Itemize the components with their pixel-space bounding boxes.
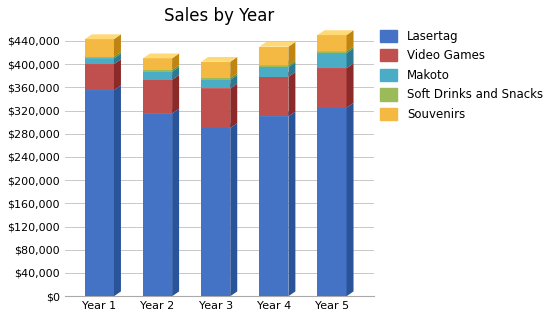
Polygon shape <box>260 112 295 116</box>
Polygon shape <box>85 52 121 57</box>
Polygon shape <box>317 291 354 296</box>
Polygon shape <box>85 34 121 39</box>
Polygon shape <box>317 103 354 107</box>
Polygon shape <box>172 53 179 70</box>
Polygon shape <box>143 109 179 114</box>
Polygon shape <box>260 60 295 65</box>
Polygon shape <box>201 75 237 80</box>
Polygon shape <box>288 60 295 67</box>
Polygon shape <box>114 59 121 90</box>
Polygon shape <box>114 52 121 58</box>
Polygon shape <box>346 48 354 68</box>
Polygon shape <box>201 62 230 78</box>
Polygon shape <box>260 67 288 77</box>
Polygon shape <box>201 78 230 80</box>
Polygon shape <box>143 114 172 296</box>
Polygon shape <box>143 291 179 296</box>
Polygon shape <box>317 68 346 107</box>
Polygon shape <box>114 34 121 57</box>
Polygon shape <box>85 58 114 64</box>
Polygon shape <box>230 57 237 78</box>
Polygon shape <box>201 80 230 88</box>
Polygon shape <box>143 72 172 80</box>
Polygon shape <box>317 51 346 53</box>
Polygon shape <box>143 70 172 72</box>
Polygon shape <box>346 46 354 53</box>
Polygon shape <box>172 65 179 72</box>
Polygon shape <box>260 116 288 296</box>
Polygon shape <box>317 53 346 68</box>
Polygon shape <box>346 30 354 51</box>
Polygon shape <box>317 30 354 35</box>
Polygon shape <box>230 75 237 88</box>
Polygon shape <box>85 39 114 57</box>
Polygon shape <box>201 291 237 296</box>
Polygon shape <box>317 63 354 68</box>
Polygon shape <box>172 75 179 114</box>
Polygon shape <box>85 59 121 64</box>
Polygon shape <box>172 109 179 296</box>
Polygon shape <box>201 84 237 88</box>
Polygon shape <box>317 107 346 296</box>
Title: Sales by Year: Sales by Year <box>164 7 274 25</box>
Polygon shape <box>143 53 179 58</box>
Polygon shape <box>260 42 295 47</box>
Polygon shape <box>288 112 295 296</box>
Polygon shape <box>346 103 354 296</box>
Polygon shape <box>346 291 354 296</box>
Polygon shape <box>201 57 237 62</box>
Polygon shape <box>230 291 237 296</box>
Polygon shape <box>143 58 172 70</box>
Polygon shape <box>143 80 172 114</box>
Polygon shape <box>201 123 237 128</box>
Polygon shape <box>288 72 295 116</box>
Polygon shape <box>85 291 121 296</box>
Polygon shape <box>346 63 354 107</box>
Polygon shape <box>114 53 121 64</box>
Polygon shape <box>85 57 114 58</box>
Polygon shape <box>201 88 230 128</box>
Polygon shape <box>288 42 295 65</box>
Polygon shape <box>201 73 237 78</box>
Polygon shape <box>201 128 230 296</box>
Polygon shape <box>172 291 179 296</box>
Polygon shape <box>260 62 295 67</box>
Polygon shape <box>260 77 288 116</box>
Polygon shape <box>143 65 179 70</box>
Polygon shape <box>230 84 237 128</box>
Polygon shape <box>114 291 121 296</box>
Polygon shape <box>317 35 346 51</box>
Polygon shape <box>260 47 288 65</box>
Polygon shape <box>85 53 121 58</box>
Polygon shape <box>288 291 295 296</box>
Polygon shape <box>85 64 114 90</box>
Polygon shape <box>230 73 237 80</box>
Polygon shape <box>143 67 179 72</box>
Legend: Lasertag, Video Games, Makoto, Soft Drinks and Snacks, Souvenirs: Lasertag, Video Games, Makoto, Soft Drin… <box>380 30 543 121</box>
Polygon shape <box>230 123 237 296</box>
Polygon shape <box>172 67 179 80</box>
Polygon shape <box>260 72 295 77</box>
Polygon shape <box>85 86 121 90</box>
Polygon shape <box>288 62 295 77</box>
Polygon shape <box>114 86 121 296</box>
Polygon shape <box>143 75 179 80</box>
Polygon shape <box>85 90 114 296</box>
Polygon shape <box>317 46 354 51</box>
Polygon shape <box>260 65 288 67</box>
Polygon shape <box>260 291 295 296</box>
Polygon shape <box>317 48 354 53</box>
